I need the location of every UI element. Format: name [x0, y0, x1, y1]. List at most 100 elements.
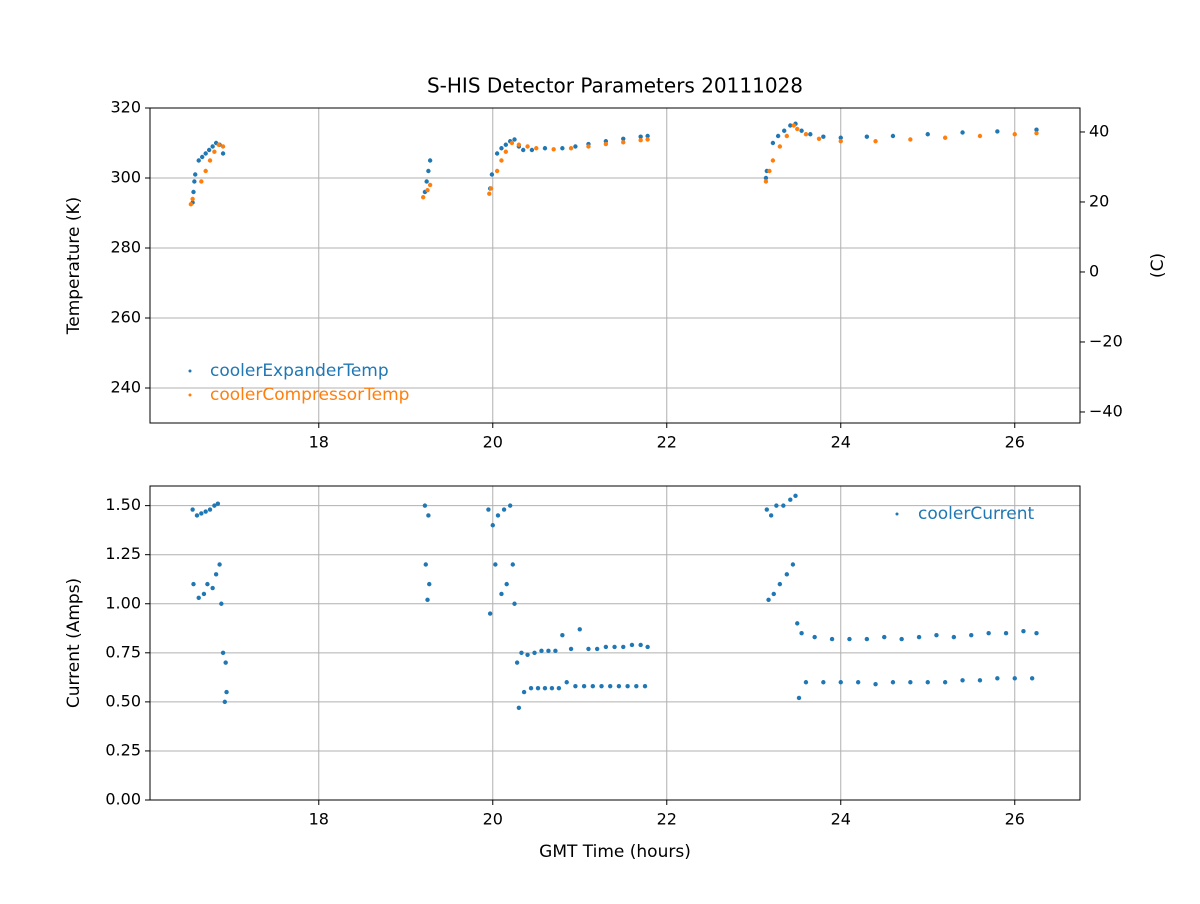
data-point	[525, 144, 530, 149]
data-point	[777, 144, 783, 149]
y2-tick-label: 40	[1089, 121, 1109, 140]
data-point	[199, 511, 204, 516]
legend-label: coolerCurrent	[918, 504, 1035, 524]
data-point	[603, 141, 609, 147]
data-point	[1034, 630, 1039, 636]
legend-label: coolerCompressorTemp	[210, 385, 409, 405]
data-point	[771, 591, 776, 597]
data-point	[645, 137, 650, 142]
data-point	[213, 572, 219, 577]
x-tick-label: 22	[657, 433, 677, 452]
data-point	[764, 507, 770, 512]
data-point	[193, 172, 198, 177]
data-point	[942, 680, 948, 685]
data-point	[796, 695, 802, 701]
data-point	[551, 147, 556, 152]
data-point	[503, 142, 509, 147]
data-point	[766, 597, 771, 603]
data-point	[212, 503, 217, 508]
data-point	[507, 503, 513, 508]
data-point	[838, 139, 843, 144]
y-tick-label: 260	[110, 308, 141, 327]
data-point	[621, 644, 626, 650]
data-point	[525, 652, 530, 657]
data-point	[542, 685, 548, 691]
data-point	[224, 689, 229, 695]
data-point	[424, 179, 429, 184]
data-point	[642, 683, 648, 689]
data-point	[882, 634, 887, 640]
data-point	[629, 642, 635, 648]
data-point	[873, 139, 878, 144]
data-point	[203, 509, 208, 514]
y-tick-label: 280	[110, 238, 141, 257]
data-point	[509, 140, 515, 146]
data-point	[487, 611, 493, 616]
data-point	[977, 133, 983, 139]
y-tick-label: 0.25	[105, 740, 141, 759]
data-point	[494, 151, 500, 156]
data-point	[556, 685, 562, 691]
data-point	[890, 133, 896, 139]
data-point	[188, 202, 194, 207]
data-point	[768, 513, 774, 518]
data-point	[488, 186, 494, 191]
data-point	[951, 634, 957, 640]
data-point	[487, 191, 492, 196]
data-point	[534, 146, 539, 151]
data-point	[908, 137, 913, 142]
data-point	[426, 168, 431, 174]
y-tick-label: 0.75	[105, 642, 141, 661]
plot-frame	[149, 107, 1081, 424]
data-point	[795, 126, 800, 132]
data-point	[422, 503, 428, 508]
data-point	[1012, 676, 1017, 681]
data-point	[784, 133, 790, 139]
data-point	[838, 680, 843, 685]
x-tick-label: 18	[309, 810, 329, 829]
data-point	[573, 144, 578, 149]
data-point	[645, 644, 650, 650]
y2-tick-label: 20	[1089, 191, 1109, 210]
data-point	[586, 646, 591, 652]
data-point	[529, 147, 535, 153]
data-point	[199, 154, 205, 160]
data-point	[899, 636, 904, 642]
y-axis-label: Current (Amps)	[64, 578, 84, 708]
data-point	[495, 513, 501, 518]
data-point	[645, 133, 650, 139]
data-point	[535, 685, 541, 691]
data-point	[942, 135, 948, 140]
data-point	[960, 678, 965, 683]
data-point	[514, 660, 520, 665]
data-point	[599, 683, 604, 689]
data-point	[934, 632, 939, 638]
data-point	[782, 128, 787, 133]
x-tick-label: 24	[831, 433, 851, 452]
data-point	[1034, 127, 1039, 132]
data-point	[510, 562, 515, 567]
y2-tick-label: 0	[1089, 261, 1099, 280]
data-point	[210, 585, 215, 591]
data-point	[634, 683, 639, 689]
data-point	[427, 182, 433, 188]
x-tick-label: 26	[1005, 810, 1025, 829]
data-point	[560, 146, 565, 151]
x-tick-label: 20	[483, 433, 503, 452]
data-point	[608, 683, 613, 689]
data-point	[638, 138, 643, 143]
data-point	[205, 581, 210, 587]
data-point	[501, 507, 507, 512]
data-point	[838, 135, 843, 140]
data-point	[207, 158, 213, 163]
data-point	[516, 142, 522, 147]
data-point	[199, 179, 204, 184]
data-point	[521, 147, 526, 153]
data-point	[1021, 629, 1026, 634]
data-point	[420, 195, 426, 200]
data-point	[1029, 676, 1035, 681]
data-point	[767, 168, 772, 174]
data-point	[519, 650, 524, 656]
data-point	[486, 507, 491, 512]
